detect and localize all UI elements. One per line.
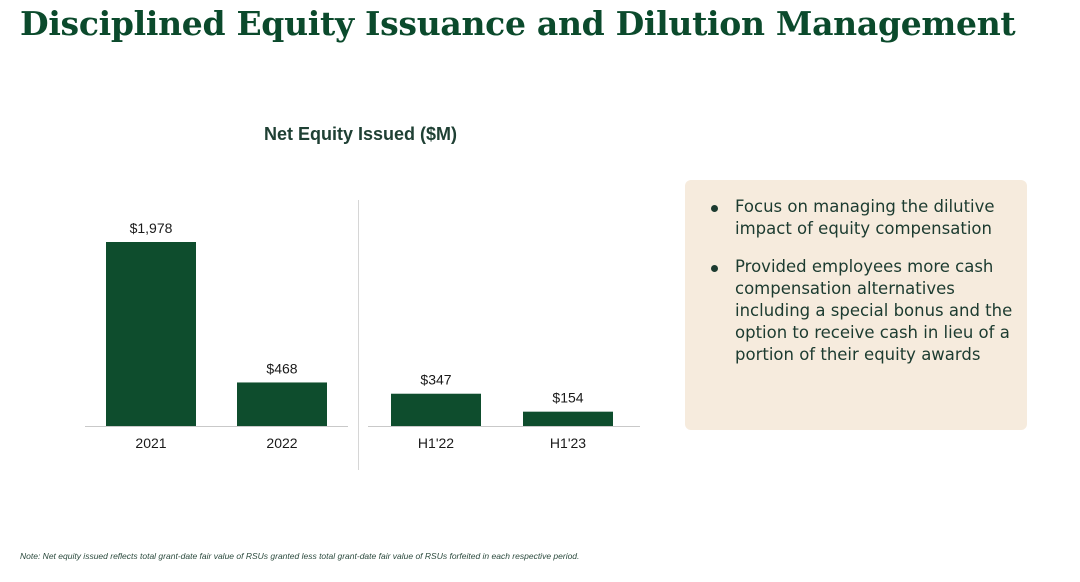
x-tick-label-h1-22: H1'22: [418, 435, 454, 451]
callout-bullet-item: Provided employees more cash compensatio…: [709, 256, 1017, 366]
callout-bullet-text: Provided employees more cash compensatio…: [735, 257, 1013, 364]
bar-2022: [237, 382, 327, 426]
data-label-2021: $1,978: [130, 220, 173, 236]
callout-box: Focus on managing the dilutive impact of…: [685, 180, 1027, 430]
x-tick-label-2022: 2022: [266, 435, 297, 451]
bar-2021: [106, 242, 196, 426]
bullet-dot-icon: [711, 265, 718, 272]
callout-bullet-text: Focus on managing the dilutive impact of…: [735, 197, 995, 238]
chart-title: Net Equity Issued ($M): [264, 124, 458, 144]
callout-bullet-item: Focus on managing the dilutive impact of…: [709, 196, 1017, 240]
callout-bullet-list: Focus on managing the dilutive impact of…: [685, 180, 1027, 366]
x-tick-label-h1-23: H1'23: [550, 435, 586, 451]
x-tick-label-2021: 2021: [135, 435, 166, 451]
bar-h1-22: [391, 393, 481, 426]
data-label-h1-23: $154: [552, 390, 583, 406]
bar-h1-23: [523, 411, 613, 426]
data-label-2022: $468: [266, 360, 297, 376]
data-label-h1-22: $347: [420, 372, 451, 388]
footnote: Note: Net equity issued reflects total g…: [20, 551, 580, 561]
slide-title: Disciplined Equity Issuance and Dilution…: [20, 4, 1016, 43]
bullet-dot-icon: [711, 205, 718, 212]
